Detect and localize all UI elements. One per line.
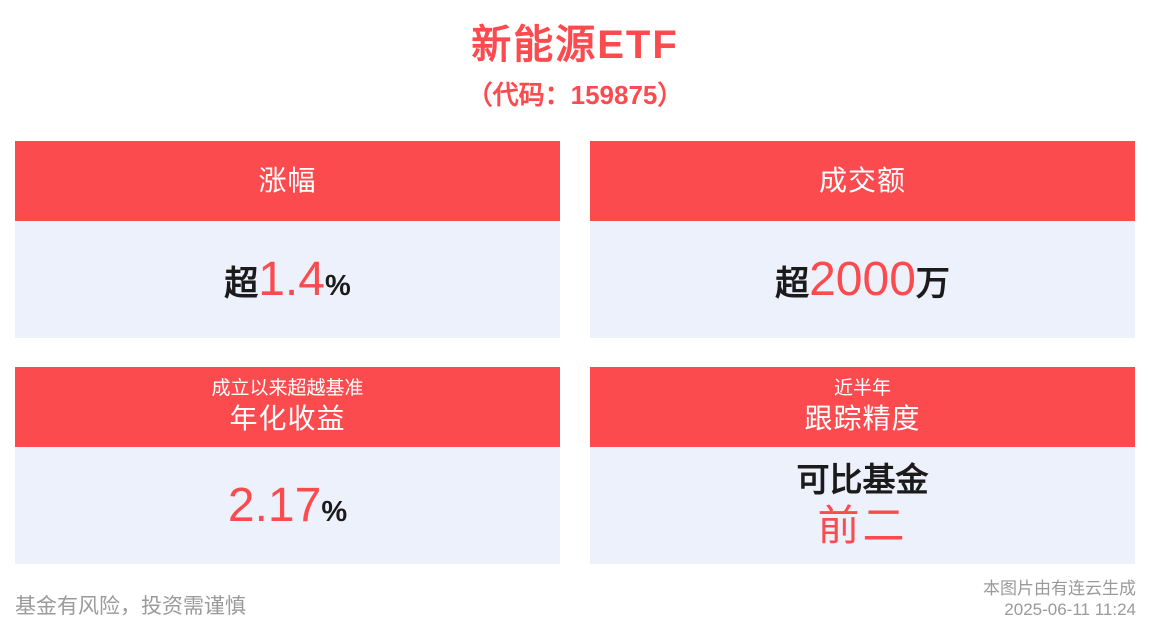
watermark: 本图片由有连云生成 2025-06-11 11:24 bbox=[983, 578, 1136, 621]
stat-value: 超2000万 bbox=[775, 252, 950, 306]
card-annualized-return: 成立以来超越基准 年化收益 2.17% bbox=[15, 367, 560, 564]
watermark-timestamp: 2025-06-11 11:24 bbox=[1004, 599, 1136, 619]
value-rank: 前二 bbox=[817, 502, 908, 550]
card-price-change-header: 涨幅 bbox=[15, 141, 560, 221]
card-turnover-header: 成交额 bbox=[590, 141, 1135, 221]
value-number: 2.17 bbox=[227, 478, 322, 532]
watermark-credit: 本图片由有连云生成 bbox=[983, 578, 1136, 598]
card-title: 涨幅 bbox=[258, 164, 317, 196]
stat-value: 超1.4% bbox=[224, 252, 351, 306]
card-title: 年化收益 bbox=[229, 402, 346, 434]
card-tracking-accuracy-header: 近半年 跟踪精度 bbox=[590, 367, 1135, 447]
card-price-change: 涨幅 超1.4% bbox=[15, 141, 560, 338]
card-turnover: 成交额 超2000万 bbox=[590, 141, 1135, 338]
card-title: 跟踪精度 bbox=[804, 402, 921, 434]
value-number: 1.4 bbox=[258, 252, 325, 306]
value-number: 2000 bbox=[809, 252, 916, 306]
stats-grid: 涨幅 超1.4% 成交额 超2000万 成立以来超越基准 年化收益 2.17% bbox=[15, 141, 1135, 564]
value-suffix: % bbox=[321, 495, 348, 528]
card-turnover-body: 超2000万 bbox=[590, 221, 1135, 338]
page-subtitle: （代码：159875） bbox=[466, 80, 684, 110]
card-title: 成交额 bbox=[818, 164, 906, 196]
card-annualized-return-header: 成立以来超越基准 年化收益 bbox=[15, 367, 560, 447]
card-annualized-return-body: 2.17% bbox=[15, 447, 560, 564]
card-price-change-body: 超1.4% bbox=[15, 221, 560, 338]
value-prefix: 超 bbox=[775, 264, 810, 303]
stat-value: 2.17% bbox=[227, 478, 348, 532]
card-tracking-accuracy-body: 可比基金 前二 bbox=[590, 447, 1135, 564]
value-suffix: % bbox=[324, 269, 351, 302]
risk-disclaimer: 基金有风险，投资需谨慎 bbox=[15, 595, 246, 618]
value-suffix: 万 bbox=[915, 264, 950, 303]
card-subtitle: 成立以来超越基准 bbox=[211, 377, 364, 399]
card-tracking-accuracy: 近半年 跟踪精度 可比基金 前二 bbox=[590, 367, 1135, 564]
page-title: 新能源ETF bbox=[471, 23, 679, 67]
value-prefix: 超 bbox=[224, 264, 259, 303]
value-label: 可比基金 bbox=[796, 461, 929, 499]
card-subtitle: 近半年 bbox=[833, 377, 891, 399]
